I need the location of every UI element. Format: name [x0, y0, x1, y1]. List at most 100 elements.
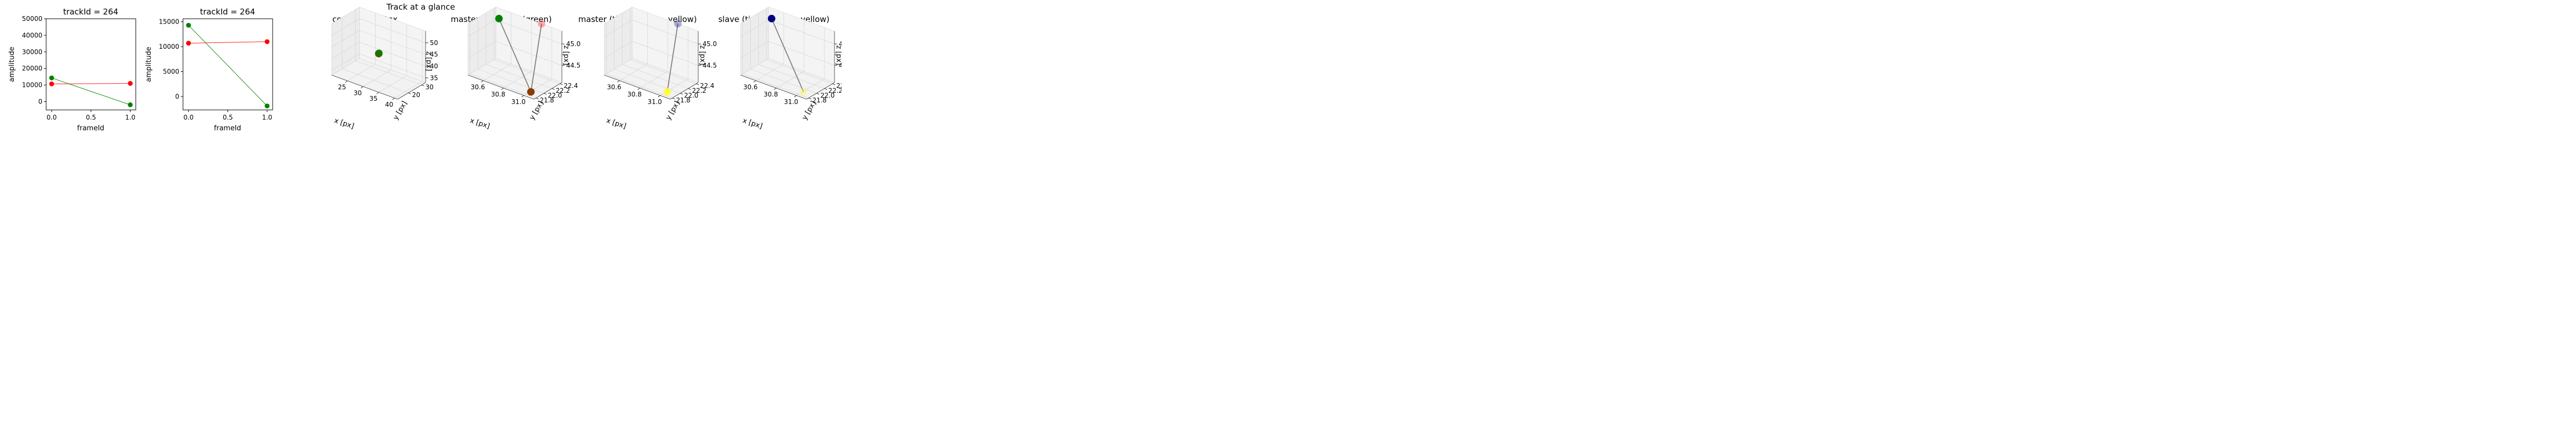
y-axis-line: [806, 82, 835, 100]
x-tick-mark: [617, 80, 620, 83]
x-tick-label: 25: [338, 84, 346, 91]
x-grid-line: [378, 24, 407, 93]
x-axis-label: x [px]: [605, 117, 627, 131]
x-tick-label: 31.0: [511, 98, 526, 106]
y-tick-label: 20: [412, 91, 420, 99]
x-grid-line: [640, 20, 668, 88]
scatter-point-slave: [495, 14, 503, 23]
y-grid-line: [493, 8, 560, 84]
z-grid-line: [740, 41, 835, 66]
y-tick-label: 22.0: [684, 92, 699, 99]
trajectory-segment: [530, 24, 543, 92]
x-axis-line: [467, 75, 535, 100]
z-grid-line: [331, 42, 426, 66]
y-tick-mark: [544, 93, 547, 95]
y-tick-label: 15000: [159, 18, 179, 26]
x-tick-label: 31.0: [648, 98, 662, 106]
x-tick-label: 1.0: [125, 114, 135, 121]
y-tick-mark: [696, 83, 699, 85]
y-grid-line: [342, 17, 408, 93]
x-tick-mark: [361, 86, 363, 88]
series-line-slave: [52, 77, 130, 105]
y-tick-label: 10000: [22, 82, 42, 89]
y-tick-label: 0: [38, 98, 42, 106]
x-grid-line: [483, 12, 511, 81]
chart-amplitude-zoom: trackId = 264 frameId amplitude 0.0 0.5 1.…: [145, 7, 273, 132]
x-tick-mark: [521, 95, 524, 98]
x-tick-mark: [657, 95, 661, 98]
y-tick-mark: [560, 83, 563, 85]
x-tick-label: 30.6: [471, 83, 485, 91]
x-tick-label: 0.0: [184, 114, 194, 121]
series-point-slave: [49, 75, 54, 80]
y-grid-line: [486, 13, 552, 89]
x-grid-line: [756, 12, 784, 81]
y-axis-line: [533, 82, 562, 100]
series-point-master: [265, 39, 270, 45]
x-tick-mark: [392, 98, 395, 100]
x-axis-line: [331, 75, 398, 100]
z-tick-label: 44.5: [702, 62, 717, 69]
y-tick-label: 30000: [22, 48, 42, 56]
z-grid-line: [604, 41, 699, 66]
chart-title: trackId = 264: [63, 7, 119, 17]
figure-suptitle: Track at a glance: [386, 2, 455, 12]
z-axis-label: z [px]: [698, 45, 706, 65]
z-grid-line: [331, 18, 426, 43]
x-tick-label: 30.8: [627, 91, 642, 98]
scatter-point-master: [527, 88, 535, 96]
x-tick-mark: [753, 80, 756, 83]
scatter-point-time_start: [674, 20, 682, 28]
x-tick-label: 30.6: [607, 83, 621, 91]
y-tick-mark: [536, 98, 539, 100]
x-tick-label: 40: [385, 101, 393, 108]
x-grid-line: [363, 18, 391, 87]
y-tick-label: 5000: [163, 68, 179, 75]
x-axis-label: frameId: [214, 124, 241, 132]
x-tick-label: 0.0: [47, 114, 57, 121]
trajectory-segment: [498, 18, 532, 92]
plot-frame: [46, 18, 136, 110]
y-tick-label: 40000: [22, 32, 42, 39]
chart-amplitude-full: trackId = 264 frameId amplitude 0.0 0.5 1.…: [8, 7, 136, 132]
x-grid-line: [503, 20, 532, 88]
chart-master-time-3d: master (time: blue -> yellow) x [px] y […: [579, 6, 717, 131]
y-tick-label: 20000: [22, 65, 42, 72]
z-tick-label: 40: [430, 62, 438, 70]
chart-slave-time-3d: slave (time: blue -> yellow) x [px] y [p…: [718, 6, 841, 131]
x-tick-label: 30.8: [764, 91, 778, 98]
z-tick-label: 35: [430, 74, 438, 82]
y-tick-mark: [672, 98, 675, 100]
y-axis-label: y [px]: [392, 100, 409, 121]
scatter-point-time_start: [767, 14, 775, 23]
y-axis-label: amplitude: [145, 47, 153, 82]
x-axis-label: x [px]: [742, 117, 764, 131]
z-tick-label: 44.5: [839, 62, 841, 69]
x-tick-label: 35: [369, 95, 377, 102]
y-grid-line: [758, 13, 825, 89]
z-tick-label: 45.0: [839, 40, 841, 48]
trajectory-segment: [771, 18, 804, 92]
x-grid-line: [619, 12, 648, 81]
z-axis-label: z [px]: [562, 45, 570, 65]
series-point-master: [49, 81, 54, 86]
y-tick-mark: [421, 84, 425, 86]
z-tick-label: 45.0: [702, 40, 717, 48]
x-tick-mark: [794, 95, 797, 98]
y-tick-label: 22.4: [564, 82, 578, 90]
y-tick-label: 22.4: [836, 82, 841, 90]
y-tick-mark: [824, 88, 828, 90]
y-grid-line: [614, 17, 680, 94]
z-tick-label: 45.0: [566, 40, 581, 48]
y-tick-label: 0: [175, 93, 179, 100]
x-axis-label: frameId: [77, 124, 105, 132]
x-tick-label: 31.0: [784, 98, 799, 106]
y-grid-line: [470, 22, 536, 99]
y-tick-label: 50000: [22, 15, 42, 23]
z-tick-label: 45: [430, 51, 438, 58]
y-tick-label: 21.8: [813, 97, 827, 104]
y-tick-mark: [408, 92, 411, 94]
x-tick-mark: [345, 80, 348, 83]
y-grid-line: [742, 22, 809, 99]
series-line-master: [188, 41, 267, 43]
